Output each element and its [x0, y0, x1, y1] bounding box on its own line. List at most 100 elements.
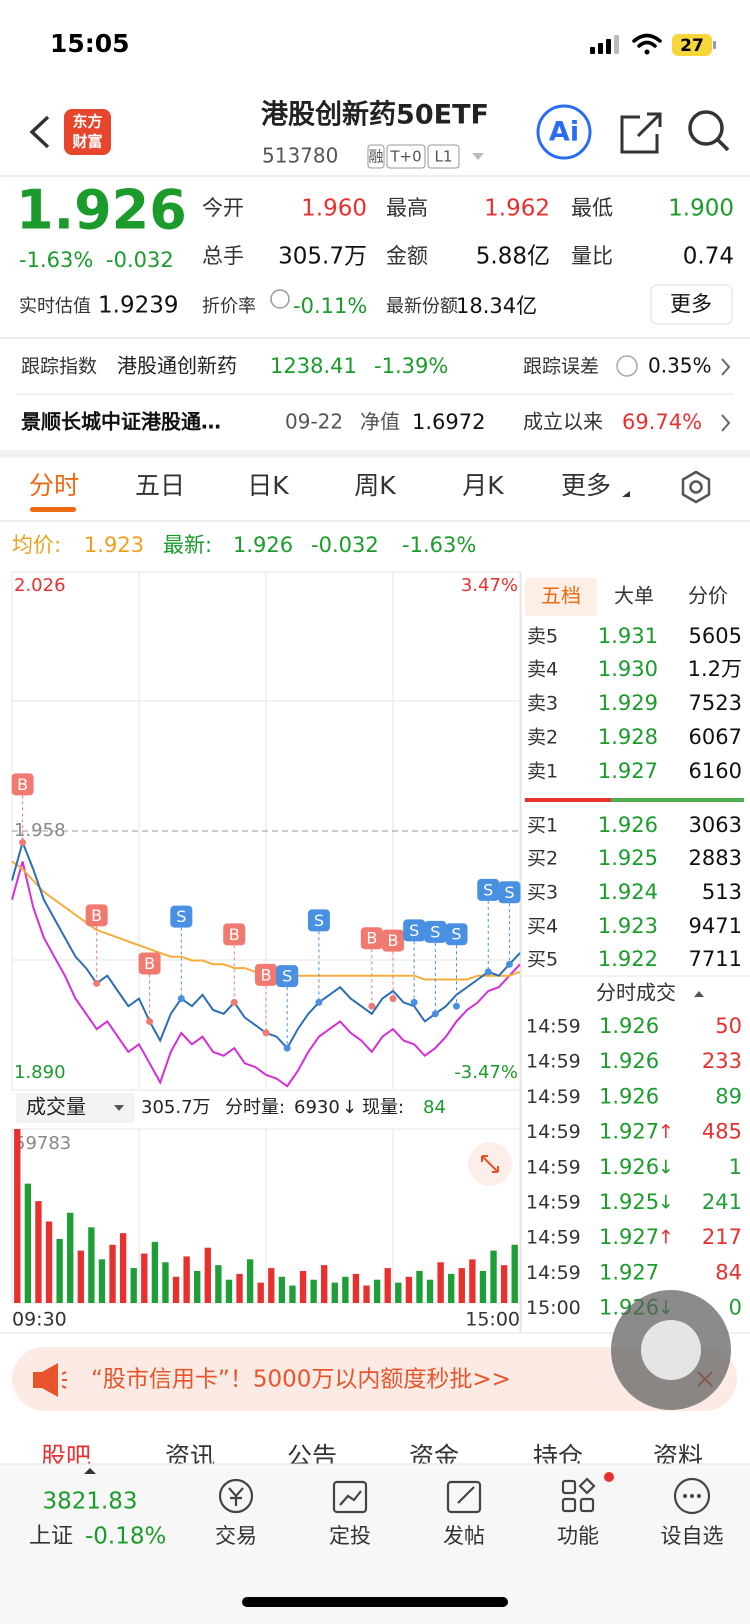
volume-bar [395, 1282, 402, 1303]
nav-item[interactable]: 设自选 [661, 1524, 724, 1548]
trades-title[interactable]: 分时成交 [596, 981, 676, 1005]
trade-marker-label: S [504, 883, 514, 902]
info-icon[interactable] [270, 289, 290, 309]
expand-icon[interactable] [481, 1155, 499, 1173]
book-tab[interactable]: 大单 [614, 584, 654, 608]
y-tick-label: 1.958 [14, 820, 66, 841]
volume-selector[interactable] [16, 1093, 135, 1123]
book-label: 卖5 [527, 626, 558, 648]
trade-marker [223, 923, 246, 946]
discount-value: -0.11% [293, 294, 367, 318]
sort-arrow[interactable] [694, 991, 704, 997]
status-time: 15:05 [50, 29, 130, 58]
book-volume: 7711 [689, 947, 742, 971]
ai-label[interactable]: Ai [549, 117, 579, 148]
trade-marker-label: S [314, 911, 324, 930]
trade-volume: 84 [715, 1260, 742, 1284]
book-tab[interactable]: 分价 [688, 584, 728, 608]
trade-marker [85, 904, 108, 927]
ai-button[interactable] [536, 104, 592, 160]
trade-time: 14:59 [526, 1192, 581, 1214]
tab[interactable]: 周K [354, 471, 396, 500]
more-label[interactable]: 更多 [670, 292, 712, 316]
y-tick-label: 59783 [14, 1133, 71, 1154]
book-label: 买5 [527, 949, 558, 971]
current-value: 84 [423, 1097, 446, 1118]
dropdown-arrow[interactable] [472, 153, 484, 160]
search-button[interactable] [688, 110, 730, 152]
section-gap [0, 450, 750, 458]
trade-arrow: ↑ [658, 1121, 674, 1143]
promo-text[interactable]: “股市信用卡”！5000万以内额度秒批>> [91, 1367, 511, 1393]
y2-tick-label: -3.47% [454, 1062, 518, 1083]
tab[interactable]: 月K [462, 471, 504, 500]
battery-cap [713, 41, 716, 49]
tracking-index: 港股通创新药 [117, 354, 237, 378]
trade-arrow: ↓ [658, 1156, 674, 1178]
promo-banner[interactable] [12, 1347, 737, 1411]
tab[interactable]: 更多 [561, 471, 611, 500]
trade-marker-label: B [17, 775, 28, 794]
tag-box [367, 144, 385, 169]
volume-bar [321, 1265, 328, 1303]
book-price: 1.927 [598, 759, 658, 783]
volume-selector-label[interactable]: 成交量 [26, 1095, 86, 1119]
book-volume: 1.2万 [688, 657, 742, 681]
trade-price: 1.927 [599, 1120, 659, 1144]
chevron[interactable] [721, 414, 731, 432]
more-button[interactable] [650, 284, 733, 325]
nav-label: 净值 [360, 410, 400, 434]
notification-dot [604, 1472, 614, 1482]
volume-bar [405, 1276, 413, 1303]
trade-marker [360, 927, 383, 950]
index-value[interactable]: 3821.83 [42, 1489, 137, 1515]
volume-bar [204, 1247, 211, 1303]
trade-marker-label: S [451, 925, 461, 944]
nav-item[interactable]: 交易 [215, 1524, 257, 1548]
floating-button-core[interactable] [641, 1320, 701, 1380]
index-name[interactable]: 上证 [29, 1524, 73, 1549]
nav-item[interactable]: 定投 [329, 1524, 371, 1548]
nav-icons[interactable] [218, 1477, 711, 1515]
estimate-value: 1.9239 [98, 293, 178, 319]
trade-price: 1.925 [599, 1190, 659, 1214]
trade-price: 1.927 [599, 1260, 659, 1284]
book-price: 1.930 [598, 657, 658, 681]
book-label: 买3 [527, 882, 558, 904]
tab[interactable]: 分时 [29, 471, 79, 500]
dropdown-arrow[interactable] [114, 1105, 124, 1111]
book-price: 1.926 [598, 813, 658, 837]
volume-bar [299, 1270, 307, 1303]
change: -0.032 [106, 248, 174, 272]
share-button[interactable] [620, 112, 662, 154]
volume-bar [268, 1268, 275, 1303]
trade-marker [138, 952, 161, 975]
book-tab[interactable]: 五档 [541, 584, 581, 608]
volume-bar [384, 1268, 391, 1303]
tracking-index-value: 1238.41 [270, 354, 357, 378]
trade-price: 1.926 [599, 1014, 659, 1038]
trade-time: 14:59 [526, 1016, 581, 1038]
tab[interactable]: 五日 [135, 471, 185, 500]
trade-marker [445, 923, 468, 946]
more-tab-arrow[interactable] [622, 491, 630, 497]
change-pct: -1.63% [19, 248, 93, 272]
index-change[interactable]: -0.18% [85, 1524, 166, 1550]
tab[interactable]: 日K [247, 471, 289, 500]
book-label: 卖3 [527, 693, 558, 715]
nav-item[interactable]: 发帖 [443, 1524, 485, 1548]
book-label: 买4 [527, 916, 558, 938]
nav-item[interactable]: 功能 [557, 1524, 599, 1548]
settings-button[interactable] [681, 470, 711, 504]
fund-name[interactable]: 景顺长城中证港股通… [21, 410, 221, 434]
interval-arrow: ↓ [342, 1097, 357, 1118]
volume-bar [130, 1268, 137, 1303]
chevron[interactable] [721, 358, 731, 376]
trade-marker-label: B [261, 965, 272, 984]
stat-value: 0.74 [683, 244, 734, 270]
volume-bar [225, 1279, 233, 1303]
help-icon[interactable] [616, 355, 638, 377]
trade-marker-label: S [282, 967, 292, 986]
volume-bar [88, 1227, 95, 1303]
back-button[interactable] [29, 115, 50, 149]
